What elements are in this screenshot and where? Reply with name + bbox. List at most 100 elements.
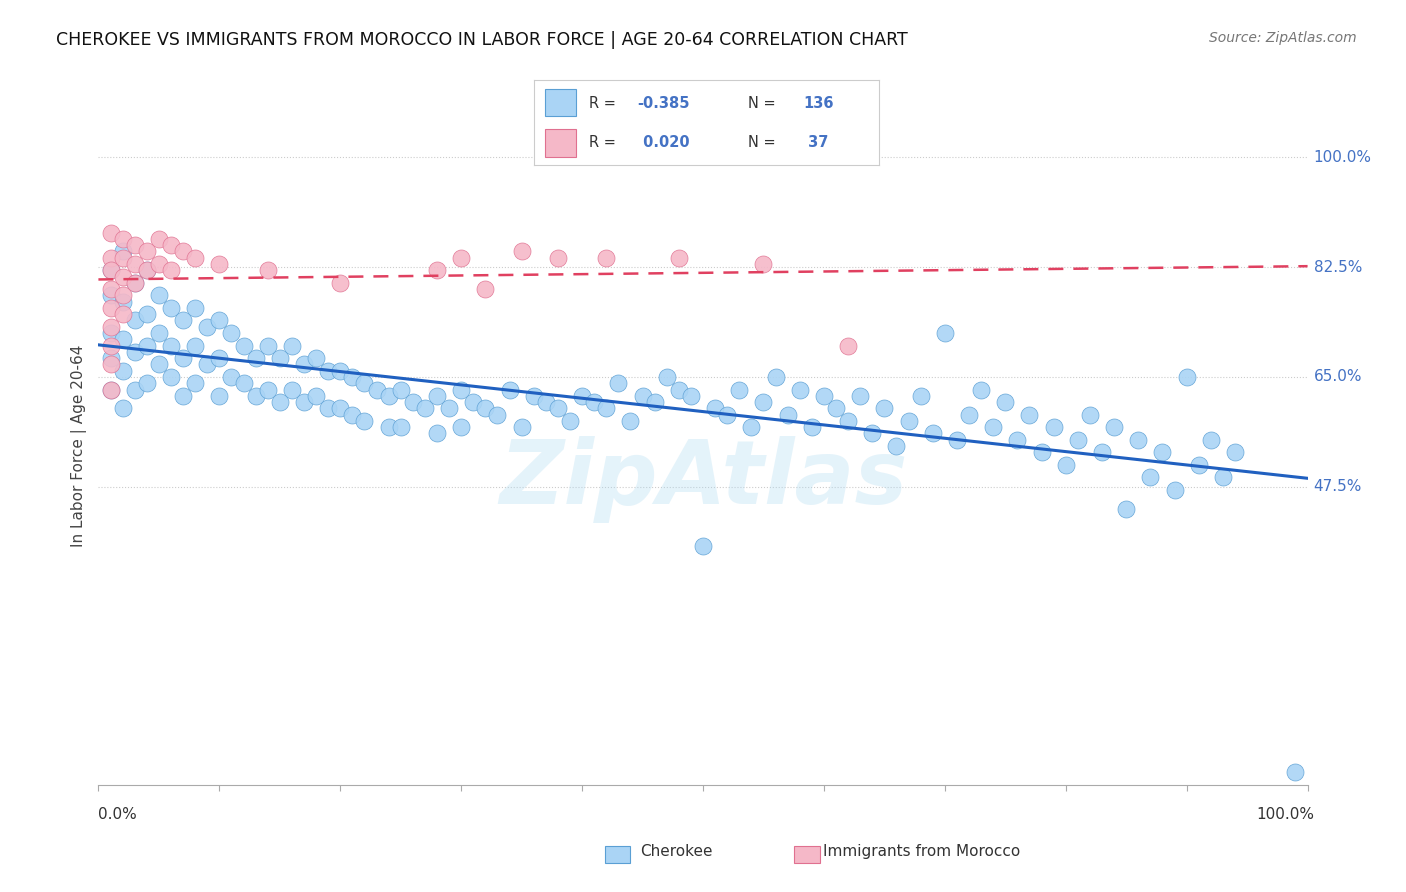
Point	[377, 420, 399, 434]
Point	[679, 389, 702, 403]
Point	[148, 326, 170, 340]
Text: CHEROKEE VS IMMIGRANTS FROM MOROCCO IN LABOR FORCE | AGE 20-64 CORRELATION CHART: CHEROKEE VS IMMIGRANTS FROM MOROCCO IN L…	[56, 31, 908, 49]
Point	[789, 383, 811, 397]
Point	[1175, 370, 1198, 384]
Point	[269, 395, 291, 409]
Point	[160, 238, 183, 252]
Point	[124, 276, 146, 290]
Text: 82.5%: 82.5%	[1313, 260, 1362, 275]
Point	[813, 389, 835, 403]
Point	[1223, 445, 1246, 459]
Point	[510, 420, 533, 434]
Text: N =: N =	[748, 135, 776, 150]
Point	[316, 401, 339, 416]
Point	[172, 313, 194, 327]
Point	[353, 376, 375, 391]
Point	[389, 420, 412, 434]
Point	[172, 389, 194, 403]
Point	[100, 226, 122, 240]
Point	[716, 408, 738, 422]
Point	[873, 401, 896, 416]
Point	[135, 263, 157, 277]
Point	[704, 401, 727, 416]
Point	[135, 307, 157, 321]
Point	[474, 401, 496, 416]
Point	[776, 408, 799, 422]
Point	[825, 401, 848, 416]
Text: 136: 136	[803, 95, 834, 111]
Point	[426, 263, 449, 277]
Point	[329, 401, 352, 416]
Point	[208, 313, 231, 327]
Point	[135, 263, 157, 277]
Point	[583, 395, 606, 409]
Point	[208, 389, 231, 403]
Point	[692, 540, 714, 554]
Point	[1152, 445, 1174, 459]
Point	[595, 401, 617, 416]
Point	[800, 420, 823, 434]
Point	[752, 257, 775, 271]
Point	[1102, 420, 1125, 434]
Text: Cherokee: Cherokee	[640, 845, 713, 859]
Point	[752, 395, 775, 409]
Point	[148, 257, 170, 271]
Point	[342, 408, 364, 422]
Point	[765, 370, 787, 384]
Point	[1091, 445, 1114, 459]
Point	[1078, 408, 1101, 422]
Point	[100, 351, 122, 365]
Point	[837, 338, 859, 352]
Point	[329, 364, 352, 378]
Point	[970, 383, 993, 397]
Point	[111, 288, 134, 302]
Point	[413, 401, 436, 416]
Point	[100, 288, 122, 302]
Point	[728, 383, 751, 397]
Point	[631, 389, 654, 403]
Point	[124, 238, 146, 252]
Point	[655, 370, 678, 384]
Point	[160, 338, 183, 352]
Point	[426, 389, 449, 403]
Point	[111, 269, 134, 284]
Point	[342, 370, 364, 384]
Point	[195, 319, 218, 334]
Point	[377, 389, 399, 403]
Point	[208, 351, 231, 365]
Point	[534, 395, 557, 409]
Point	[450, 383, 472, 397]
Point	[245, 351, 267, 365]
Point	[957, 408, 980, 422]
Point	[486, 408, 509, 422]
Point	[437, 401, 460, 416]
Point	[329, 276, 352, 290]
Point	[256, 383, 278, 397]
Point	[547, 251, 569, 265]
Point	[281, 383, 304, 397]
Point	[571, 389, 593, 403]
FancyBboxPatch shape	[544, 129, 575, 157]
Point	[269, 351, 291, 365]
Point	[100, 358, 122, 372]
Point	[184, 338, 207, 352]
Point	[1163, 483, 1185, 497]
Point	[160, 263, 183, 277]
Point	[1054, 458, 1077, 472]
Point	[100, 263, 122, 277]
Point	[172, 351, 194, 365]
Text: R =: R =	[589, 95, 616, 111]
Point	[100, 319, 122, 334]
Point	[402, 395, 425, 409]
Point	[256, 338, 278, 352]
Text: 100.0%: 100.0%	[1313, 150, 1372, 165]
Point	[281, 338, 304, 352]
Point	[111, 332, 134, 346]
Point	[124, 313, 146, 327]
Point	[510, 244, 533, 259]
Point	[124, 383, 146, 397]
Point	[740, 420, 762, 434]
Point	[135, 376, 157, 391]
Text: Source: ZipAtlas.com: Source: ZipAtlas.com	[1209, 31, 1357, 45]
Point	[111, 251, 134, 265]
